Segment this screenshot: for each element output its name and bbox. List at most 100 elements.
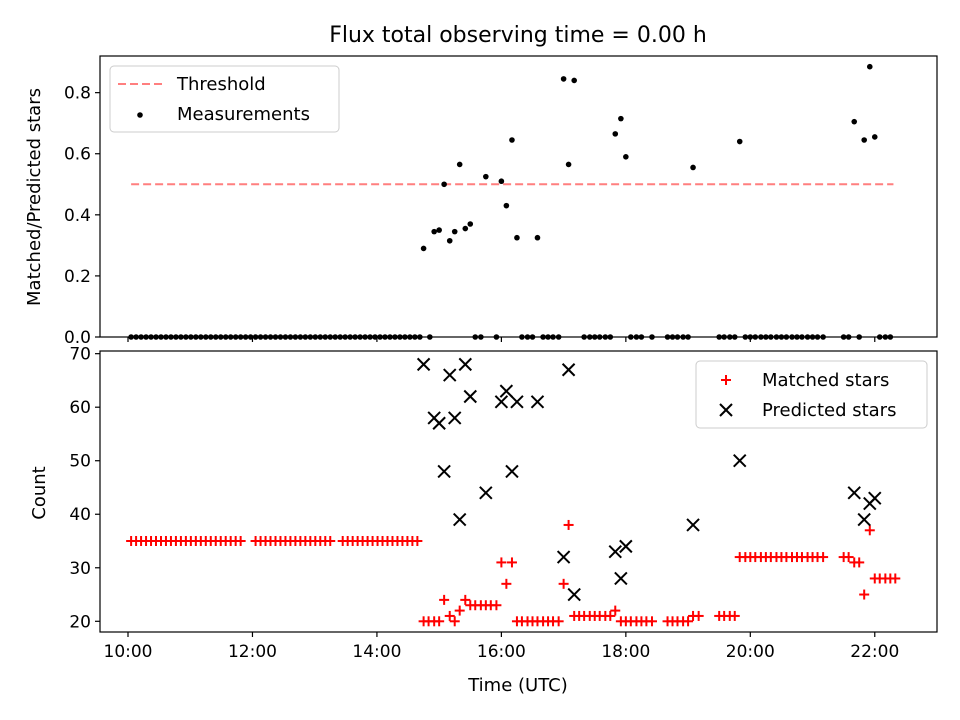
measurement-point	[581, 334, 587, 340]
measurement-point	[778, 334, 785, 340]
measurement-point	[342, 334, 348, 340]
measurement-point	[158, 334, 164, 340]
predicted-star-marker	[567, 587, 581, 602]
measurement-point	[555, 334, 562, 340]
counts-y-ticks: 20 30 40 50 60 70	[69, 345, 100, 632]
measurement-point	[227, 334, 234, 340]
matched-star-marker	[444, 610, 455, 621]
counts-legend-box	[695, 360, 928, 429]
counts-panel: Count Time (UTC) 20 30 40 50 60 70 10:00 12:00…	[29, 345, 938, 696]
counts-x-ticks: 10:00 12:00 14:00 16:00 18:00 20:00 22:00	[104, 632, 899, 662]
measurement-point	[417, 334, 423, 340]
measurement-point	[804, 334, 811, 340]
legend-matched-label: Matched stars	[762, 370, 889, 391]
counts-y-axis-label: Count	[29, 466, 50, 519]
measurement-point	[534, 234, 541, 241]
measurement-points	[420, 63, 878, 252]
measurement-point	[467, 221, 474, 227]
measurement-point	[840, 334, 847, 340]
ratio-plot-frame	[99, 55, 938, 338]
ratio-y-axis-label: Matched/Predicted stars	[24, 88, 45, 306]
x-tick-label: 22:00	[850, 642, 899, 662]
measurement-point	[347, 334, 353, 340]
matched-star-marker	[864, 525, 875, 536]
predicted-star-marker	[463, 389, 477, 404]
ratio-panel: Flux total observing time = 0.00 h Match…	[24, 23, 938, 348]
measurement-point	[820, 334, 826, 340]
matched-star-marker	[683, 616, 694, 627]
counts-y-tick-label: 30	[69, 559, 91, 579]
predicted-star-marker	[530, 395, 545, 409]
predicted-star-marker	[452, 512, 467, 527]
measurement-point	[138, 334, 144, 340]
measurement-point	[327, 334, 334, 340]
measurement-point	[178, 334, 184, 340]
chart-title: Flux total observing time = 0.00 h	[329, 23, 707, 48]
matched-star-marker	[235, 536, 246, 547]
measurement-point	[407, 334, 413, 340]
measurement-point	[649, 334, 655, 340]
matched-star-marker	[859, 589, 870, 600]
measurement-point	[861, 137, 867, 143]
measurement-point	[493, 334, 500, 340]
measurement-point	[602, 334, 609, 340]
measurement-point	[591, 334, 598, 340]
matched-star-marker	[646, 616, 657, 627]
matched-star-marker	[491, 600, 502, 611]
measurement-point	[462, 225, 469, 232]
predicted-star-marker	[556, 550, 571, 564]
predicted-star-marker	[458, 357, 473, 372]
legend-predicted-label: Predicted stars	[762, 400, 896, 421]
measurement-point	[427, 334, 433, 340]
measurement-point	[307, 334, 314, 340]
measurement-point	[392, 334, 398, 340]
measurement-point	[188, 334, 194, 340]
ratio-y-tick-label: 0.8	[64, 84, 91, 104]
ratio-y-tick-label: 0.6	[64, 145, 91, 165]
legend-predicted-swatch	[719, 403, 733, 417]
measurement-point	[163, 334, 169, 340]
measurement-point	[272, 334, 279, 340]
measurement-point	[128, 334, 134, 340]
measurement-point	[402, 334, 408, 340]
measurement-point	[377, 334, 383, 340]
measurement-point	[747, 334, 754, 340]
legend-measurements-swatch	[137, 112, 143, 118]
measurement-point	[596, 334, 603, 340]
predicted-star-marker	[479, 486, 493, 500]
ratio-y-tick-label: 0.4	[64, 206, 91, 226]
legend-matched-swatch	[721, 375, 731, 385]
measurement-point	[809, 334, 816, 340]
predicted-star-marker	[868, 491, 882, 505]
matched-star-marker	[454, 605, 465, 616]
measurement-point	[332, 334, 339, 340]
x-tick-label: 16:00	[477, 642, 526, 662]
measurement-point	[680, 334, 686, 340]
predicted-star-marker	[443, 368, 457, 382]
matched-star-marker	[501, 578, 512, 589]
measurement-point	[247, 334, 254, 340]
x-tick-label: 10:00	[104, 642, 153, 662]
matched-star-marker	[818, 552, 829, 563]
measurement-point	[866, 63, 873, 70]
measurement-point	[565, 161, 572, 168]
zero-measurements	[128, 334, 894, 340]
measurement-point	[148, 334, 154, 340]
measurement-point	[799, 334, 805, 340]
measurement-point	[202, 334, 209, 340]
measurement-point	[882, 334, 889, 340]
measurement-point	[674, 334, 681, 340]
measurement-point	[207, 334, 214, 340]
predicted-star-marker	[614, 571, 628, 586]
measurement-point	[441, 181, 447, 188]
measurement-point	[282, 334, 289, 340]
measurement-point	[856, 334, 863, 340]
predicted-stars-points	[416, 357, 882, 602]
measurement-point	[173, 334, 179, 340]
measurement-point	[514, 234, 520, 241]
matched-star-marker	[434, 616, 445, 627]
measurement-point	[690, 164, 696, 171]
measurement-point	[612, 131, 619, 137]
measurement-point	[312, 334, 319, 340]
